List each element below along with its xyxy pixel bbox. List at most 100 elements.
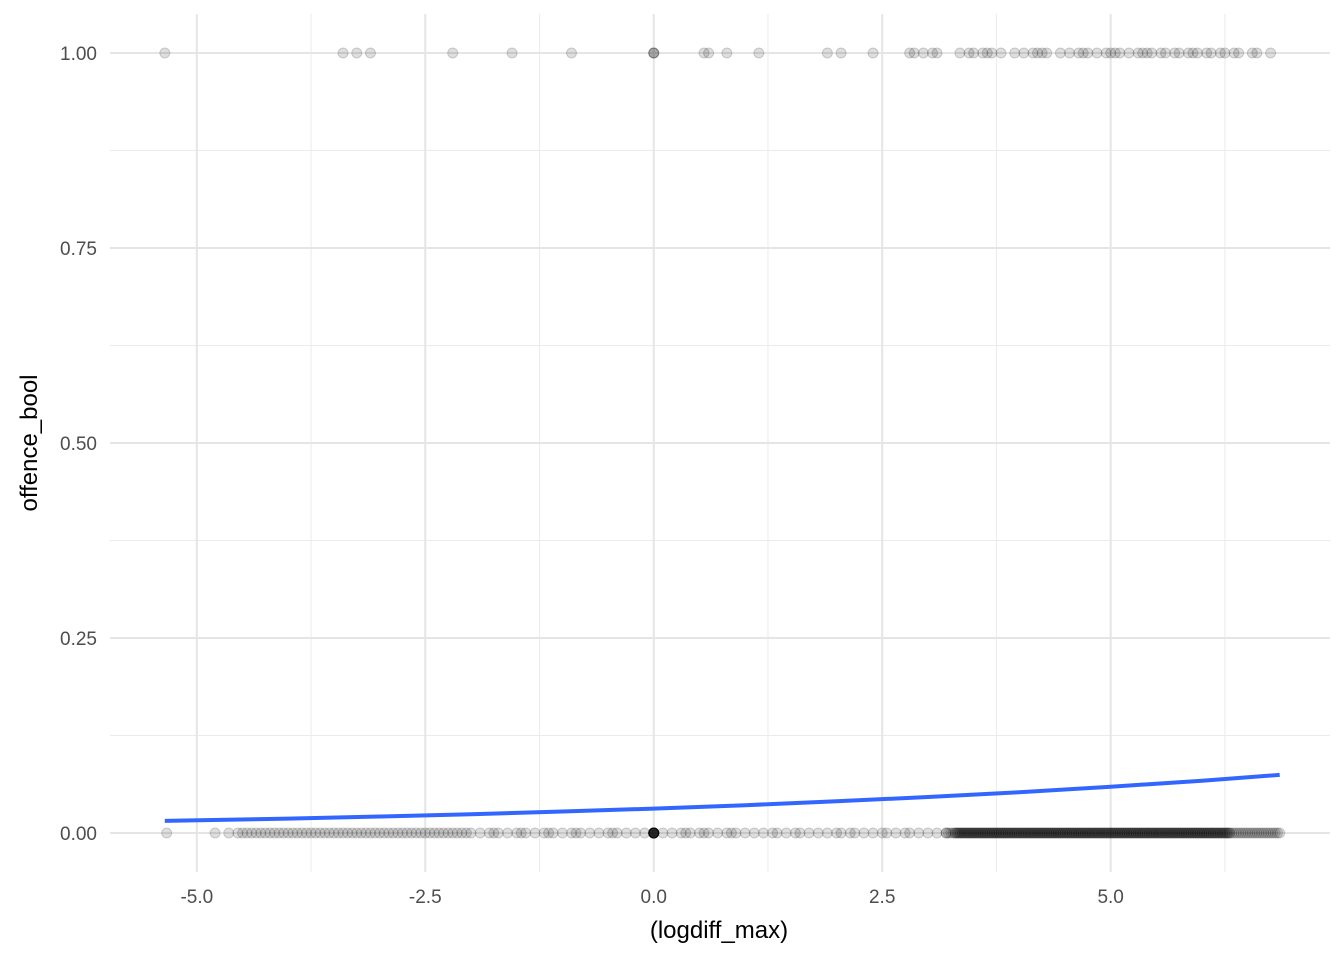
data-point [904, 827, 916, 839]
data-point [963, 827, 975, 839]
data-point [565, 827, 577, 839]
data-point [392, 827, 404, 839]
data-point [565, 47, 577, 59]
data-point [1097, 827, 1109, 839]
data-point [1230, 827, 1242, 839]
data-point [1018, 47, 1030, 59]
data-point [1024, 827, 1036, 839]
data-point [337, 827, 349, 839]
data-point [698, 827, 710, 839]
data-point [1189, 827, 1201, 839]
data-point [1055, 827, 1067, 839]
data-point [867, 47, 879, 59]
data-point [1114, 827, 1126, 839]
data-point [821, 827, 833, 839]
data-point [1265, 827, 1277, 839]
data-point [974, 827, 986, 839]
data-point [1112, 827, 1124, 839]
data-point [956, 827, 968, 839]
data-point [1086, 827, 1098, 839]
data-point [1052, 827, 1064, 839]
data-point [1089, 827, 1101, 839]
data-point [1036, 47, 1048, 59]
data-point [1075, 827, 1087, 839]
data-point [1027, 827, 1039, 839]
data-point [981, 47, 993, 59]
data-point [1015, 827, 1027, 839]
data-point [1194, 827, 1206, 839]
data-point [1035, 827, 1047, 839]
data-point [908, 47, 920, 59]
data-point [1271, 827, 1283, 839]
y-tick-label: 0.25 [60, 629, 97, 650]
data-point [1094, 827, 1106, 839]
data-point [1192, 827, 1204, 839]
data-point [988, 827, 1000, 839]
data-point [1152, 827, 1164, 839]
data-point [1233, 827, 1245, 839]
data-point [1178, 827, 1190, 839]
x-axis-ticks: -5.0 -2.5 0.0 2.5 5.0 [180, 887, 1123, 908]
data-point [958, 827, 970, 839]
data-point [1258, 827, 1270, 839]
x-tick-label: -5.0 [180, 887, 213, 908]
data-point [1150, 827, 1162, 839]
data-point [748, 827, 760, 839]
data-point [721, 47, 733, 59]
data-point [1107, 827, 1119, 839]
data-point [980, 827, 992, 839]
data-point [1061, 827, 1073, 839]
data-point [1172, 827, 1184, 839]
data-point [378, 827, 390, 839]
data-point [972, 827, 984, 839]
data-point [1063, 827, 1075, 839]
data-point [1105, 827, 1117, 839]
data-point [703, 47, 715, 59]
data-point [1125, 827, 1137, 839]
data-point [977, 827, 989, 839]
data-point [1226, 827, 1238, 839]
data-point [474, 827, 486, 839]
data-point [543, 827, 555, 839]
data-point [969, 827, 981, 839]
data-point [1191, 827, 1203, 839]
data-point [725, 827, 737, 839]
data-point [1169, 827, 1181, 839]
data-point [1183, 827, 1195, 839]
data-point [1251, 47, 1263, 59]
data-point [1032, 827, 1044, 839]
data-point [945, 827, 957, 839]
data-point [1176, 827, 1188, 839]
data-point [410, 827, 422, 839]
data-point [447, 47, 459, 59]
data-point [995, 827, 1007, 839]
data-point [1205, 827, 1217, 839]
data-point [1180, 827, 1192, 839]
data-point [424, 827, 436, 839]
data-point [1022, 827, 1034, 839]
data-point [988, 827, 1000, 839]
data-point [1008, 827, 1020, 839]
data-point [1207, 827, 1219, 839]
y-tick-label: 0.00 [60, 824, 97, 845]
data-point [771, 827, 783, 839]
data-point [835, 47, 847, 59]
data-point [1009, 47, 1021, 59]
data-point [1059, 827, 1071, 839]
data-point [255, 827, 267, 839]
data-point [1004, 827, 1016, 839]
data-point [1141, 47, 1153, 59]
data-point [1205, 827, 1217, 839]
data-point [1100, 827, 1112, 839]
data-point [1026, 827, 1038, 839]
data-point [1173, 827, 1185, 839]
data-point [1070, 827, 1082, 839]
data-point [757, 827, 769, 839]
data-point [278, 827, 290, 839]
data-point [957, 827, 969, 839]
data-point [351, 47, 363, 59]
data-point [881, 827, 893, 839]
data-point [1137, 827, 1149, 839]
data-point [1028, 827, 1040, 839]
data-point [1048, 827, 1060, 839]
